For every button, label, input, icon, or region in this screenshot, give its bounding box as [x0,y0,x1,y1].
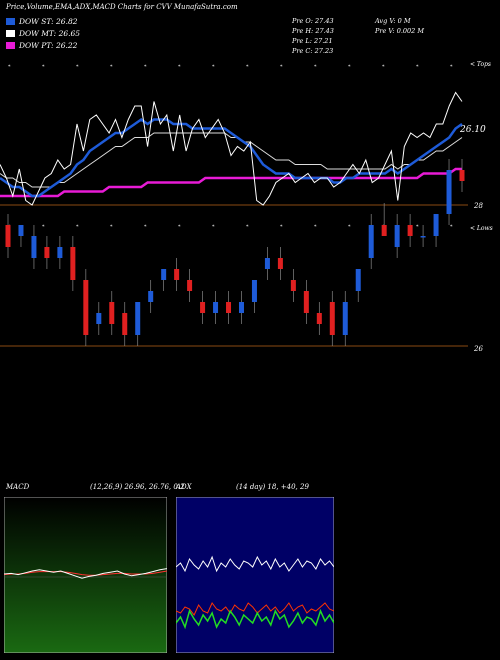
candle-body [135,302,141,335]
series-dow-mt [0,132,463,188]
minus-di-line [176,608,334,630]
series-price [0,91,463,206]
stat-open: Pre O: 27.43 [292,17,334,25]
macd-line [4,568,167,579]
candle-body [5,225,11,247]
candle-body [329,302,335,335]
candle-body [213,302,219,313]
candle-body [420,236,426,238]
candle-body [277,258,283,269]
price-chart: **************************** < Tops < Lo… [0,61,493,491]
top-tick: * [110,64,113,70]
chart-title: Price,Volume,EMA,ADX,MACD Charts for CVV… [6,3,238,11]
candle-body [174,269,180,280]
candle-body [238,302,244,313]
legend-label-mt: DOW MT: 26.65 [19,29,81,38]
candle-body [57,247,63,258]
candle-body [148,291,154,302]
price-level-label: 28 [473,202,483,210]
candle-body [187,280,193,291]
bottom-tick: * [348,224,351,230]
series-dow-pt [0,167,462,198]
macd-params: (12,26,9) 26.96, 26.76, 0.2 [90,483,185,491]
legend-dow-pt: DOW PT: 26.22 [6,41,77,50]
bottom-tick: * [144,224,147,230]
top-tick: * [246,64,249,70]
top-tick: * [450,64,453,70]
top-tick: * [212,64,215,70]
legend-label-st: DOW ST: 26.82 [19,17,78,26]
candle-body [446,170,452,214]
top-tick: * [42,64,45,70]
candle-body [161,269,167,280]
top-tick: * [8,64,11,70]
stat-close: Pre C: 27.23 [292,47,334,55]
candle-body [342,302,348,335]
top-tick: * [382,64,385,70]
adx-params: (14 day) 18, +40, 29 [236,483,309,491]
top-tick: * [76,64,79,70]
legend-swatch-st [6,18,15,25]
candle-body [70,247,76,280]
macd-label: MACD [5,483,30,491]
candle-body [459,170,465,181]
top-tick: * [348,64,351,70]
candle-body [122,313,128,335]
candle-body [96,313,102,324]
candle-body [394,225,400,247]
plus-di-line [176,555,334,573]
stat-low: Pre L: 27.21 [292,37,333,45]
lows-label: < Lows [470,225,493,232]
series-dow-st [0,117,463,198]
candle-body [109,302,115,324]
candle-body [290,280,296,291]
candle-body [226,302,232,313]
candle-body [44,247,50,258]
candle-body [303,291,309,313]
bottom-tick: * [416,224,419,230]
legend-dow-st: DOW ST: 26.82 [6,17,78,26]
bottom-tick: * [314,224,317,230]
adx-label: ADX [175,483,193,491]
bottom-tick: * [110,224,113,230]
adx-panel [176,497,334,653]
candle-body [31,236,37,258]
bottom-tick: * [280,224,283,230]
candle-body [368,225,374,258]
top-tick: * [416,64,419,70]
tops-label: < Tops [470,61,491,68]
last-price-label: 26.10 [459,125,486,135]
stat-prev-volume: Pre V: 0.002 M [375,27,425,35]
top-tick: * [178,64,181,70]
candle-body [200,302,206,313]
candle-level-label: 26 [473,345,483,353]
candle-body [355,269,361,291]
bottom-tick: * [212,224,215,230]
macd-panel [4,497,167,653]
legend-dow-mt: DOW MT: 26.65 [6,29,80,38]
bottom-tick: * [450,224,453,230]
legend-swatch-pt [6,42,15,49]
top-tick: * [144,64,147,70]
legend-swatch-mt [6,30,15,37]
candle-body [381,225,387,236]
stat-avg-volume: Avg V: 0 M [375,17,411,25]
legend-label-pt: DOW PT: 26.22 [19,41,78,50]
candle-body [433,214,439,236]
candle-body [251,280,257,302]
bottom-tick: * [178,224,181,230]
bottom-tick: * [42,224,45,230]
stat-high: Pre H: 27.43 [292,27,334,35]
candle-body [316,313,322,324]
candle-body [407,225,413,236]
candle-body [83,280,89,335]
top-tick: * [280,64,283,70]
bottom-tick: * [246,224,249,230]
bottom-tick: * [76,224,79,230]
candle-body [18,225,24,236]
candle-body [264,258,270,269]
top-tick: * [314,64,317,70]
adx-line [176,602,334,616]
